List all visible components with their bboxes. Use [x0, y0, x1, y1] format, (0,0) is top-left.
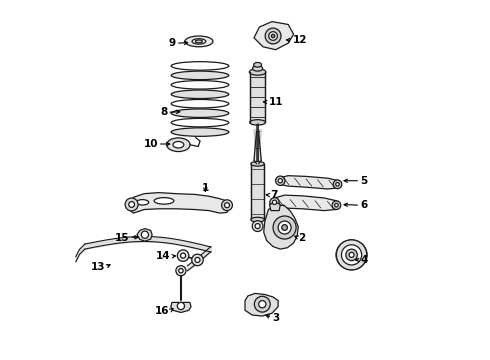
Ellipse shape	[254, 63, 262, 67]
Circle shape	[342, 245, 362, 265]
Circle shape	[224, 203, 229, 208]
Ellipse shape	[173, 141, 184, 148]
Ellipse shape	[185, 36, 213, 47]
Polygon shape	[254, 130, 261, 160]
Polygon shape	[270, 202, 280, 211]
Ellipse shape	[252, 66, 263, 71]
Circle shape	[349, 252, 354, 257]
Circle shape	[179, 269, 183, 273]
Polygon shape	[254, 130, 261, 163]
Ellipse shape	[250, 120, 266, 125]
Circle shape	[336, 183, 339, 186]
Polygon shape	[250, 72, 265, 122]
Ellipse shape	[251, 161, 264, 166]
Circle shape	[337, 240, 367, 270]
Text: 6: 6	[360, 200, 368, 210]
Circle shape	[346, 249, 357, 261]
Circle shape	[333, 180, 342, 189]
Ellipse shape	[171, 109, 229, 117]
Circle shape	[176, 266, 186, 276]
Ellipse shape	[167, 138, 190, 152]
Polygon shape	[277, 176, 339, 189]
Circle shape	[335, 203, 338, 207]
Text: 5: 5	[360, 176, 368, 186]
Ellipse shape	[171, 128, 229, 136]
Polygon shape	[264, 205, 298, 249]
Circle shape	[125, 198, 138, 211]
Text: 14: 14	[156, 251, 171, 261]
Ellipse shape	[171, 81, 229, 89]
Circle shape	[269, 32, 277, 40]
Text: 16: 16	[155, 306, 170, 316]
Circle shape	[129, 202, 134, 207]
Polygon shape	[137, 229, 152, 241]
Polygon shape	[128, 193, 230, 213]
Ellipse shape	[171, 71, 229, 80]
Ellipse shape	[171, 62, 229, 70]
Ellipse shape	[171, 118, 229, 127]
Circle shape	[282, 225, 288, 230]
Ellipse shape	[171, 99, 229, 108]
Text: 12: 12	[293, 35, 307, 45]
Ellipse shape	[251, 217, 264, 222]
Circle shape	[192, 254, 203, 266]
Circle shape	[180, 253, 186, 258]
Circle shape	[177, 250, 189, 261]
Circle shape	[254, 296, 270, 312]
Circle shape	[273, 216, 296, 239]
Circle shape	[177, 302, 185, 310]
Circle shape	[265, 28, 281, 44]
Circle shape	[272, 200, 277, 204]
Text: 3: 3	[272, 312, 279, 323]
Text: 4: 4	[361, 255, 368, 265]
Circle shape	[278, 221, 291, 234]
Circle shape	[271, 34, 275, 38]
Text: 7: 7	[270, 190, 277, 200]
Polygon shape	[271, 195, 338, 211]
Text: 2: 2	[298, 233, 306, 243]
Polygon shape	[254, 22, 294, 50]
Circle shape	[259, 301, 266, 308]
Ellipse shape	[154, 198, 174, 204]
Circle shape	[141, 231, 148, 238]
Text: 15: 15	[115, 233, 130, 243]
Text: 1: 1	[202, 183, 209, 193]
Circle shape	[195, 257, 200, 262]
Text: 8: 8	[160, 107, 167, 117]
Circle shape	[255, 224, 260, 229]
Polygon shape	[251, 164, 264, 220]
Circle shape	[270, 198, 279, 207]
Ellipse shape	[136, 199, 148, 205]
Ellipse shape	[171, 90, 229, 99]
Circle shape	[252, 221, 263, 231]
Polygon shape	[245, 293, 278, 316]
Circle shape	[221, 200, 232, 211]
Ellipse shape	[192, 39, 206, 44]
Text: 11: 11	[269, 97, 283, 107]
Polygon shape	[171, 302, 191, 312]
Text: 9: 9	[169, 38, 176, 48]
Text: 10: 10	[144, 139, 158, 149]
Ellipse shape	[249, 69, 266, 75]
Ellipse shape	[196, 40, 202, 43]
Circle shape	[278, 179, 282, 183]
Circle shape	[275, 176, 285, 185]
Text: 13: 13	[91, 262, 105, 272]
Circle shape	[332, 201, 341, 210]
